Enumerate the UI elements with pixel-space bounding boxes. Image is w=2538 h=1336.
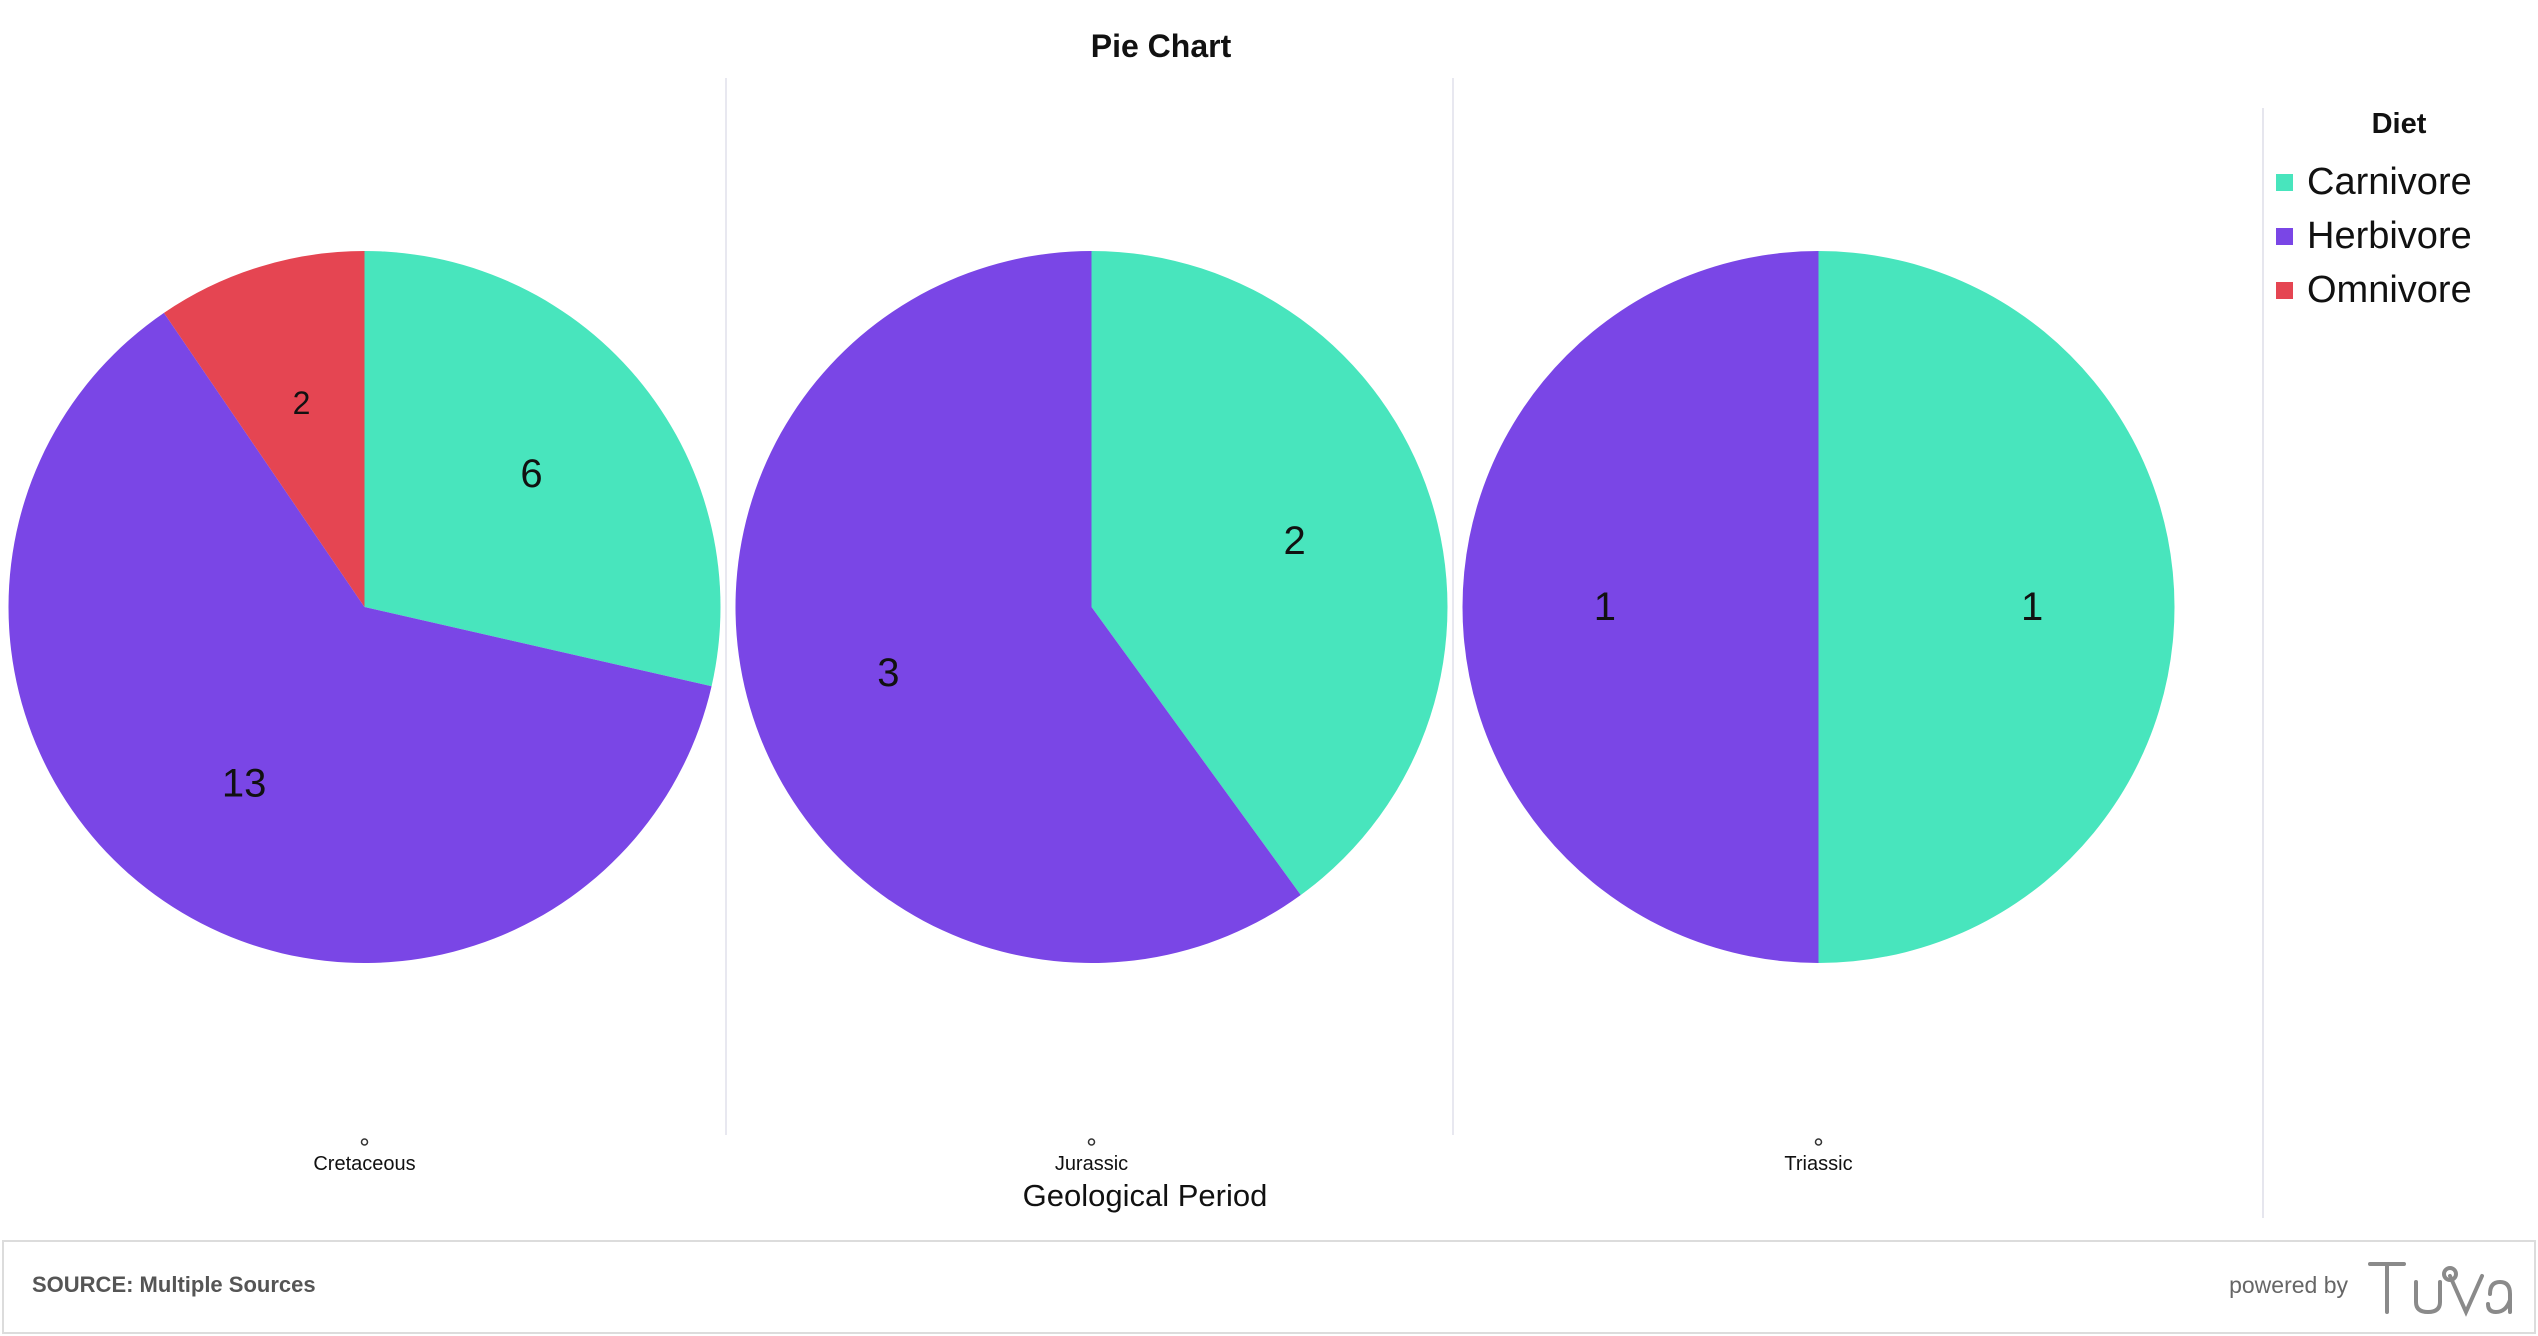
legend: Diet Carnivore Herbivore Omnivore (2262, 108, 2534, 1218)
x-tick-mark (1814, 1138, 1823, 1146)
legend-item-omnivore[interactable]: Omnivore (2272, 266, 2472, 314)
slice-value-label: 2 (1284, 519, 1306, 563)
legend-label-herbivore: Herbivore (2307, 214, 2472, 257)
slice-value-label: 1 (2021, 585, 2043, 629)
x-tick-label: Cretaceous (313, 1153, 415, 1175)
x-axis: Cretaceous Jurassic Triassic (313, 1138, 1853, 1175)
source-text: SOURCE: Multiple Sources (32, 1272, 316, 1297)
legend-title: Diet (2371, 108, 2427, 140)
footer: SOURCE: Multiple Sources powered by (2, 1240, 2536, 1334)
slice-value-label: 13 (222, 761, 267, 805)
legend-label-omnivore: Omnivore (2307, 268, 2472, 311)
pie-slice-cretaceous-carnivore[interactable] (364, 251, 721, 687)
legend-label-carnivore: Carnivore (2307, 160, 2472, 203)
x-axis-title: Geological Period (1022, 1178, 1268, 1213)
legend-item-carnivore[interactable]: Carnivore (2272, 158, 2472, 206)
pie-slice-jurassic-carnivore[interactable] (1091, 251, 1448, 896)
panel-dividers (725, 78, 1454, 1135)
slice-value-label: 1 (1594, 585, 1616, 629)
slice-value-label: 6 (520, 452, 542, 496)
pie-slice-triassic-herbivore[interactable] (1462, 251, 1819, 963)
chart-title: Pie Chart (1090, 28, 1232, 64)
legend-swatch-carnivore (2276, 173, 2293, 191)
pie-slice-cretaceous-omnivore[interactable] (163, 251, 365, 607)
tuva-logo[interactable] (2364, 1254, 2514, 1320)
slice-value-label: 3 (877, 651, 899, 695)
legend-swatch-omnivore (2276, 281, 2293, 299)
x-tick-label: Jurassic (1055, 1153, 1128, 1175)
pie-chart-plot: 6 13 2 2 3 1 1 Cretaceous Jurassic Triassic (8, 78, 2175, 1175)
x-tick-label: Triassic (1784, 1153, 1852, 1175)
slice-value-label: 2 (293, 385, 311, 421)
pies-layer: 6 13 2 2 3 1 1 (8, 251, 2175, 963)
pie-slice-triassic-carnivore[interactable] (1818, 251, 2175, 963)
pie-slice-cretaceous-herbivore[interactable] (8, 312, 712, 963)
legend-item-herbivore[interactable]: Herbivore (2272, 212, 2472, 260)
x-tick-mark (360, 1138, 369, 1146)
x-tick-mark (1087, 1138, 1096, 1146)
pie-slice-jurassic-herbivore[interactable] (735, 251, 1301, 963)
legend-swatch-herbivore (2276, 227, 2293, 245)
powered-by-text: powered by (2229, 1272, 2348, 1298)
